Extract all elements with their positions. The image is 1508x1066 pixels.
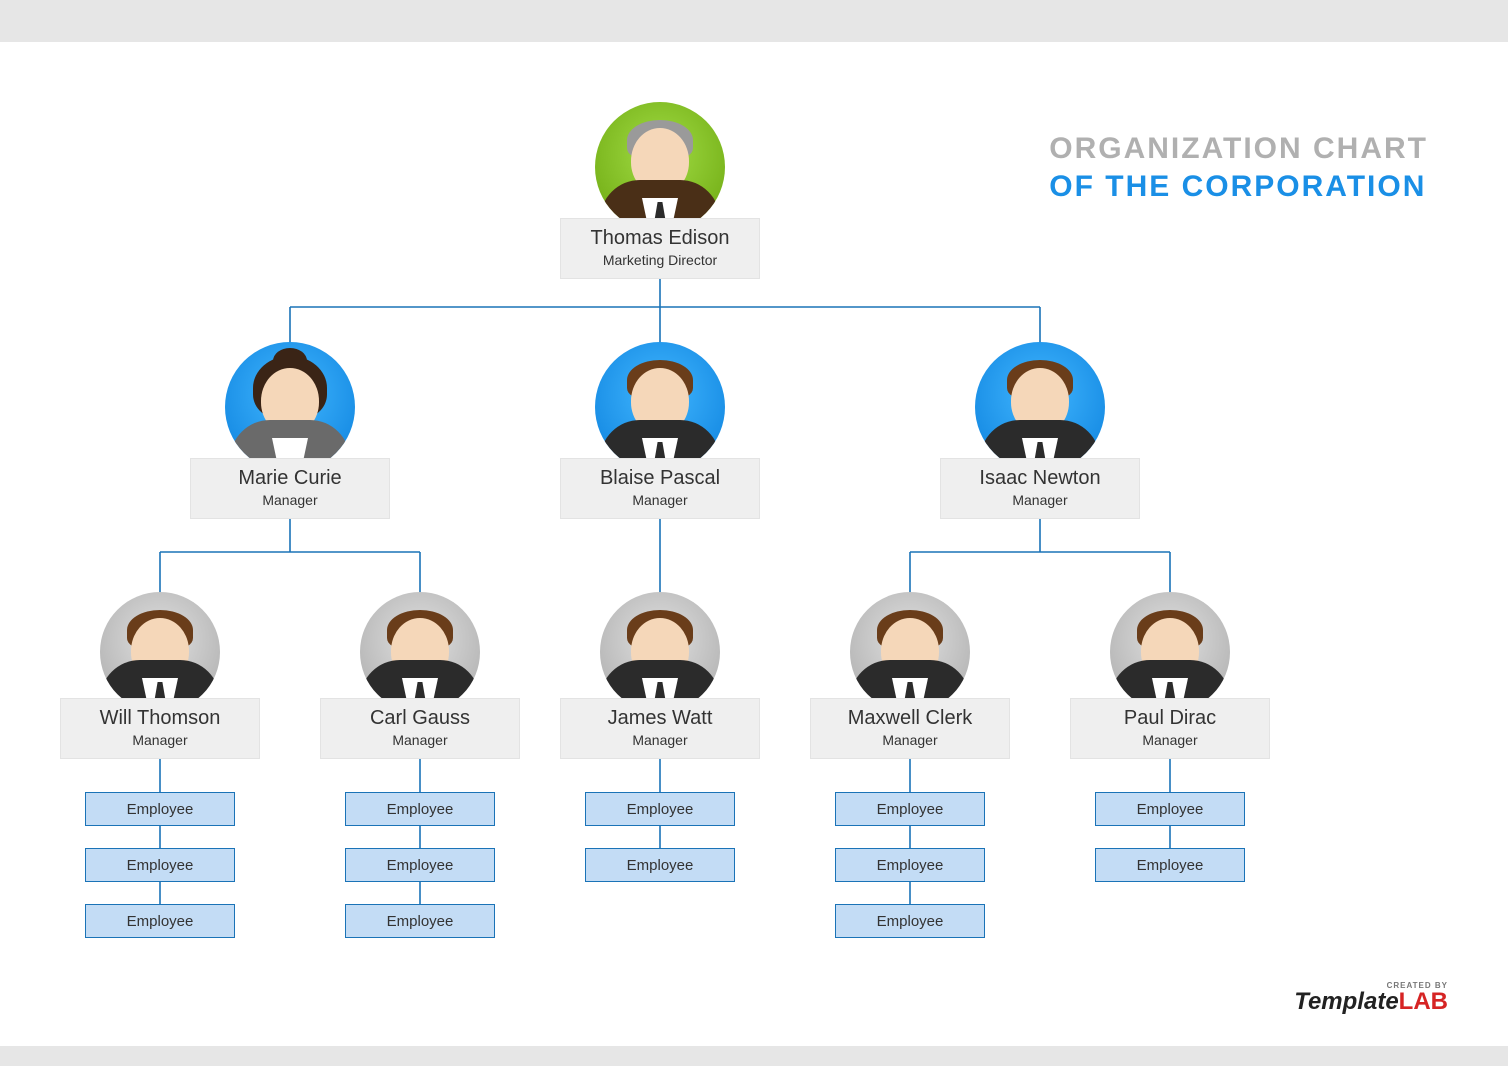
node-role: Manager bbox=[567, 732, 753, 748]
avatar bbox=[225, 342, 355, 472]
node-label: James Watt Manager bbox=[560, 698, 760, 759]
watermark-brand2: LAB bbox=[1399, 988, 1448, 1015]
avatar bbox=[975, 342, 1105, 472]
node-label: Thomas Edison Marketing Director bbox=[560, 218, 760, 279]
node-name: Paul Dirac bbox=[1077, 707, 1263, 730]
node-name: Isaac Newton bbox=[947, 467, 1133, 490]
org-node: Will Thomson Manager bbox=[60, 592, 260, 759]
watermark: CREATED BY TemplateLAB bbox=[1294, 981, 1448, 1016]
chart-title: ORGANIZATION CHART OF THE CORPORATION bbox=[1049, 132, 1428, 204]
node-role: Manager bbox=[327, 732, 513, 748]
node-role: Manager bbox=[67, 732, 253, 748]
employee-box: Employee bbox=[85, 848, 235, 882]
node-role: Manager bbox=[1077, 732, 1263, 748]
avatar bbox=[595, 102, 725, 232]
node-role: Manager bbox=[947, 492, 1133, 508]
title-line1: ORGANIZATION CHART bbox=[1049, 132, 1428, 166]
employee-box: Employee bbox=[835, 848, 985, 882]
avatar bbox=[100, 592, 220, 712]
org-node: Isaac Newton Manager bbox=[940, 342, 1140, 519]
employee-box: Employee bbox=[85, 904, 235, 938]
employee-box: Employee bbox=[835, 792, 985, 826]
avatar bbox=[360, 592, 480, 712]
avatar bbox=[1110, 592, 1230, 712]
org-chart-canvas: ORGANIZATION CHART OF THE CORPORATION CR… bbox=[0, 42, 1508, 1046]
avatar bbox=[850, 592, 970, 712]
org-node: Blaise Pascal Manager bbox=[560, 342, 760, 519]
employee-box: Employee bbox=[835, 904, 985, 938]
node-role: Manager bbox=[567, 492, 753, 508]
org-node: Paul Dirac Manager bbox=[1070, 592, 1270, 759]
org-node: Carl Gauss Manager bbox=[320, 592, 520, 759]
node-label: Maxwell Clerk Manager bbox=[810, 698, 1010, 759]
node-name: Maxwell Clerk bbox=[817, 707, 1003, 730]
employee-box: Employee bbox=[345, 792, 495, 826]
employee-box: Employee bbox=[85, 792, 235, 826]
org-node: Maxwell Clerk Manager bbox=[810, 592, 1010, 759]
title-line2: OF THE CORPORATION bbox=[1049, 170, 1428, 204]
avatar bbox=[595, 342, 725, 472]
node-label: Carl Gauss Manager bbox=[320, 698, 520, 759]
org-node: James Watt Manager bbox=[560, 592, 760, 759]
node-name: Marie Curie bbox=[197, 467, 383, 490]
node-name: Carl Gauss bbox=[327, 707, 513, 730]
org-node: Thomas Edison Marketing Director bbox=[560, 102, 760, 279]
employee-box: Employee bbox=[345, 848, 495, 882]
node-label: Blaise Pascal Manager bbox=[560, 458, 760, 519]
employee-box: Employee bbox=[1095, 792, 1245, 826]
employee-box: Employee bbox=[345, 904, 495, 938]
avatar bbox=[600, 592, 720, 712]
node-role: Manager bbox=[817, 732, 1003, 748]
node-role: Manager bbox=[197, 492, 383, 508]
node-label: Marie Curie Manager bbox=[190, 458, 390, 519]
employee-box: Employee bbox=[1095, 848, 1245, 882]
node-name: James Watt bbox=[567, 707, 753, 730]
node-label: Paul Dirac Manager bbox=[1070, 698, 1270, 759]
employee-box: Employee bbox=[585, 792, 735, 826]
node-name: Will Thomson bbox=[67, 707, 253, 730]
top-bar bbox=[0, 0, 1508, 42]
org-node: Marie Curie Manager bbox=[190, 342, 390, 519]
node-label: Will Thomson Manager bbox=[60, 698, 260, 759]
watermark-brand1: Template bbox=[1294, 988, 1398, 1015]
employee-box: Employee bbox=[585, 848, 735, 882]
node-name: Blaise Pascal bbox=[567, 467, 753, 490]
node-name: Thomas Edison bbox=[567, 227, 753, 250]
node-role: Marketing Director bbox=[567, 252, 753, 268]
bottom-bar bbox=[0, 1046, 1508, 1066]
node-label: Isaac Newton Manager bbox=[940, 458, 1140, 519]
